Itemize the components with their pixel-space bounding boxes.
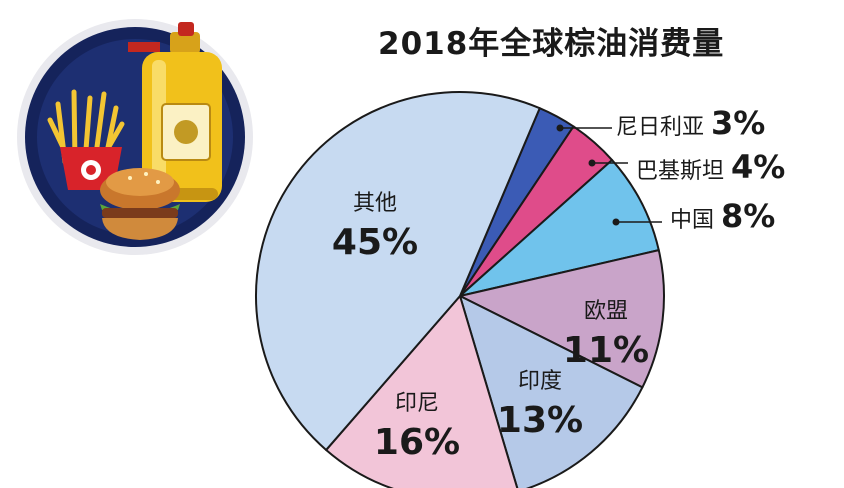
chart-title: 2018年全球棕油消费量	[378, 26, 725, 62]
slice-label-0: 尼日利亚 3%	[616, 104, 765, 142]
slice-value-2: 8%	[721, 197, 775, 235]
slice-label-3: 欧盟	[584, 299, 628, 324]
slice-label-5: 印尼	[395, 391, 439, 416]
slice-value-4: 13%	[497, 400, 583, 441]
slice-value-3: 11%	[563, 330, 649, 371]
slice-value-0: 3%	[711, 104, 765, 142]
pie-slice-6	[255, 91, 541, 451]
pie-slice-2	[459, 159, 660, 297]
slice-value-1: 4%	[731, 148, 785, 186]
leader-dot-2	[612, 218, 620, 226]
slice-value-6: 45%	[332, 222, 418, 263]
pie-slice-5	[325, 295, 519, 488]
slice-label-4: 印度	[518, 369, 562, 394]
oil-bottle-icon	[128, 22, 222, 202]
burger-icon	[100, 168, 180, 240]
slice-label-2: 中国 8%	[670, 197, 775, 235]
slice-label-1: 巴基斯坦 4%	[636, 148, 785, 186]
pie-labels: 尼日利亚 3% 巴基斯坦 4% 中国 8% 欧盟 11%印度 13% 印尼 16% 其他 45%	[332, 104, 785, 463]
slice-label-6: 其他	[353, 191, 397, 216]
leader-dot-0	[556, 124, 564, 132]
pie-slices	[255, 91, 665, 488]
food-oil-illustration	[17, 19, 253, 255]
pie-slice-3	[459, 249, 665, 389]
slice-value-5: 16%	[374, 422, 460, 463]
pie-slice-4	[459, 295, 644, 488]
leader-dot-1	[588, 159, 596, 167]
